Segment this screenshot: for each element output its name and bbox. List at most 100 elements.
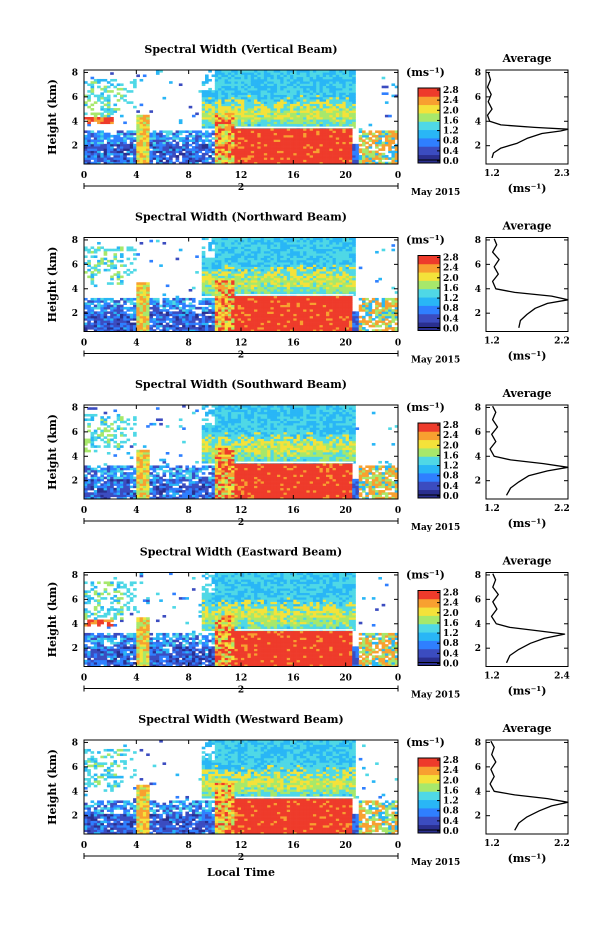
heatmap-cell [257,268,261,272]
heatmap-cell [276,257,281,261]
heatmap-cell [234,246,239,250]
heatmap-cell [306,277,311,281]
heatmap-cell [283,157,288,160]
heatmap-cell [142,137,147,140]
heatmap-cell [241,112,245,116]
heatmap-cell [84,262,88,265]
heatmap-cell [214,81,219,84]
heatmap-cell [322,259,327,263]
heatmap-cell [113,315,118,319]
heatmap-cell [162,327,167,330]
heatmap-cell [162,155,167,158]
heatmap-cell [316,266,320,270]
heatmap-cell [185,157,190,160]
heatmap-cell [116,282,121,285]
heatmap-cell [129,146,134,149]
heatmap-cell [103,313,108,317]
heatmap-cell [237,257,242,261]
heatmap-cell [299,259,304,263]
heatmap-cell [267,239,271,243]
heatmap-cell [260,239,265,243]
heatmap-cell [329,155,333,158]
heatmap-cell [273,92,278,95]
heatmap-cell [221,103,225,107]
heatmap-cell [303,313,307,317]
heatmap-cell [234,297,239,301]
heatmap-cell [316,137,320,140]
heatmap-cell [303,295,307,299]
heatmap-cell [244,152,248,156]
heatmap-cell [84,103,88,107]
heatmap-cell [335,108,340,111]
heatmap-cell [231,83,235,87]
heatmap-cell [116,161,121,165]
heatmap-cell [270,257,275,261]
heatmap-cell [165,313,170,317]
heatmap-cell [90,117,95,120]
heatmap-cell [299,110,304,113]
heatmap-cell [247,159,252,163]
heatmap-cell [276,78,281,82]
heatmap-cell [205,259,209,263]
heatmap-cell [195,315,199,319]
heatmap-cell [306,90,311,93]
heatmap-cell [306,117,311,120]
heatmap-cell [234,108,239,111]
heatmap-cell [208,105,212,109]
heatmap-cell [237,329,242,332]
heatmap-cell [133,157,137,160]
heatmap-cell [155,327,160,330]
heatmap-cell [319,87,324,91]
colorbar-tick-label: 0.0 [443,157,459,167]
heatmap-cell [172,327,176,330]
heatmap-cell [214,284,219,288]
heatmap-cell [106,143,111,147]
heatmap-cell [195,139,199,142]
heatmap-cell [110,306,114,310]
heatmap-cell [257,302,261,305]
heatmap-cell [247,123,252,127]
heatmap-cell [250,101,255,104]
heatmap-cell [237,103,242,107]
heatmap-cell [100,137,104,140]
heatmap-cell [103,250,108,254]
heatmap-cell [283,137,288,140]
heatmap-cell [375,134,379,138]
heatmap-cell [257,300,261,303]
heatmap-cell [306,324,311,328]
heatmap-cell [257,284,261,288]
heatmap-cell [191,157,196,160]
heatmap-cell [280,78,284,82]
heatmap-cell [149,150,154,154]
heatmap-cell [322,329,327,332]
heatmap-cell [234,92,239,95]
heatmap-cell [257,132,261,136]
heatmap-cell [126,273,131,276]
heatmap-cell [339,78,343,82]
heatmap-cell [296,266,301,270]
heatmap-cell [136,110,140,113]
heatmap-cell [273,327,278,330]
heatmap-cell [227,130,232,134]
heatmap-cell [146,146,150,149]
heatmap-cell [326,108,330,111]
heatmap-cell [87,248,91,252]
heatmap-cell [159,159,163,163]
heatmap-cell [329,70,333,73]
heatmap-cell [211,322,216,326]
heatmap-cell [195,157,199,160]
heatmap-cell [322,266,327,270]
heatmap-cell [152,143,157,147]
heatmap-cell [283,239,288,243]
heatmap-cell [231,155,235,158]
heatmap-cell [205,288,209,292]
heatmap-cell [247,155,252,158]
heatmap-cell [319,322,324,326]
heatmap-cell [214,237,219,241]
heatmap-cell [247,297,252,301]
heatmap-cell [214,128,219,131]
heatmap-cell [290,117,294,120]
heatmap-cell [149,315,154,319]
heatmap-cell [110,78,114,82]
heatmap-cell [185,324,190,328]
